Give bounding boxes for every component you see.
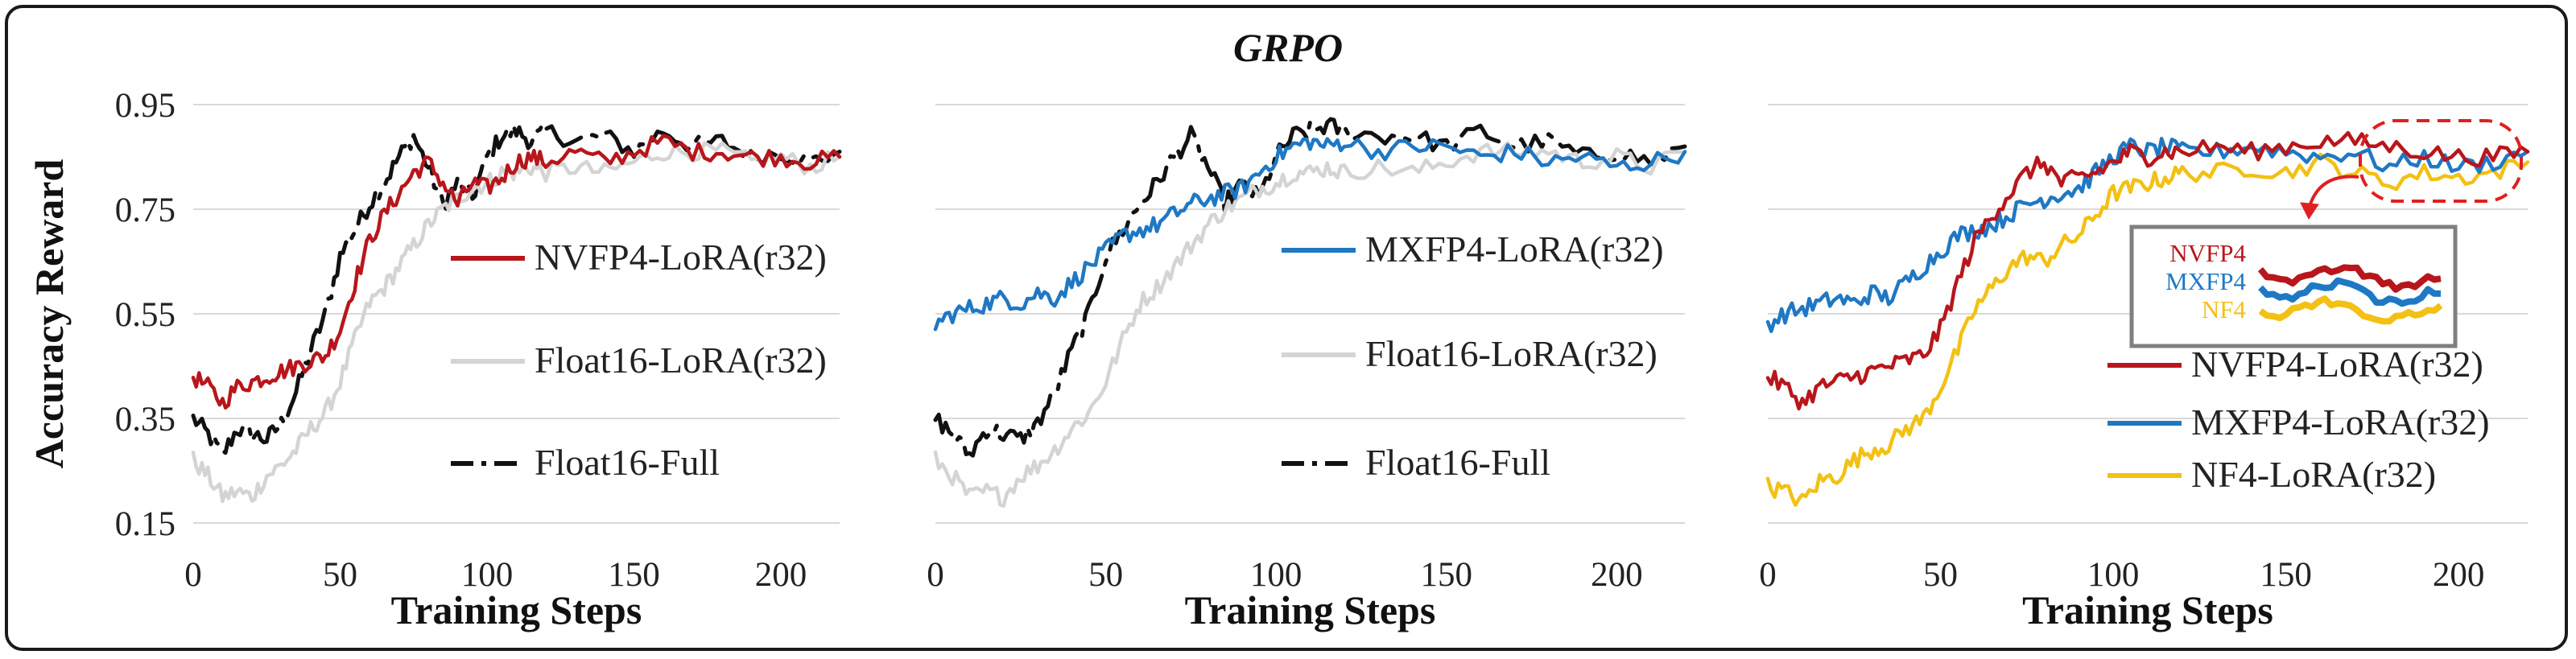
inset-series-nvfp4 [2257,264,2442,293]
x-tick-label: 50 [1923,556,1958,594]
x-tick-label: 150 [608,556,660,594]
x-tick-label: 150 [1421,556,1473,594]
x-axis-label: Training Steps [1185,587,1436,632]
x-tick-label: 50 [1088,556,1123,594]
series-line-nvfp4 [1765,130,2530,411]
legend-label: Float16-LoRA(r32) [535,340,827,381]
x-tick-label: 200 [1591,556,1643,594]
x-tick-label: 200 [755,556,807,594]
series-line-float16-lora [933,141,1687,509]
x-tick-label: 100 [461,556,514,594]
series-line-nf4 [1765,152,2530,507]
chart-panel-3: 0 50 100 150 200 Training Steps NVFP4-LoRA(r32… [1759,104,2530,632]
series-line-mxfp4 [933,137,1687,332]
chart-panel-2: 0 50 100 150 200 Training Steps MXFP4-LoRA(r32… [927,104,1687,632]
x-tick-label: 150 [2260,556,2312,594]
x-axis-label: Training Steps [2022,587,2273,632]
series-line-mxfp4 [1765,137,2530,333]
x-tick-label: 200 [2433,556,2485,594]
y-axis-label: Accuracy Reward [27,159,72,469]
x-tick-label: 100 [1250,556,1302,594]
y-tick-label: 0.95 [115,87,175,125]
inset-label: NVFP4 [2169,239,2246,267]
x-tick-label: 0 [1759,556,1777,594]
y-tick-label: 0.75 [115,192,175,229]
x-tick-label: 50 [323,556,357,594]
x-axis-label: Training Steps [391,587,642,632]
inset-label: NF4 [2202,295,2247,323]
x-tick-label: 100 [2087,556,2140,594]
chart-panel-1: 0.15 0.35 0.55 0.75 0.95 0 50 100 150 200 Training… [27,87,842,632]
series-line-nvfp4 [191,134,842,410]
figure-frame [5,5,2568,651]
figure-title: GRPO [1232,25,1344,70]
series-line-float16-full [933,117,1687,458]
inset-series-mxfp4 [2258,277,2441,307]
inset-label: MXFP4 [2165,267,2246,295]
callout-arrowhead [2300,202,2319,220]
legend-label: NVFP4-LoRA(r32) [2191,344,2483,385]
x-tick-label: 0 [184,556,202,594]
legend-label: NVFP4-LoRA(r32) [535,237,827,278]
legend-label: NF4-LoRA(r32) [2191,454,2436,495]
legend-label: MXFP4-LoRA(r32) [1365,229,1664,270]
legend-label: Float16-Full [535,442,720,483]
callout-ellipse [2359,119,2523,203]
legend-label: MXFP4-LoRA(r32) [2191,402,2490,443]
callout-arrow [2307,175,2359,210]
y-tick-label: 0.55 [115,296,175,334]
y-tick-label: 0.35 [115,401,175,439]
y-tick-label: 0.15 [115,505,175,543]
legend-label: Float16-Full [1365,442,1550,483]
legend-label: Float16-LoRA(r32) [1365,333,1657,374]
series-line-float16-lora [191,141,842,504]
series-line-float16-full [191,122,842,455]
inset-series-nf4 [2258,295,2443,325]
x-tick-label: 0 [927,556,944,594]
